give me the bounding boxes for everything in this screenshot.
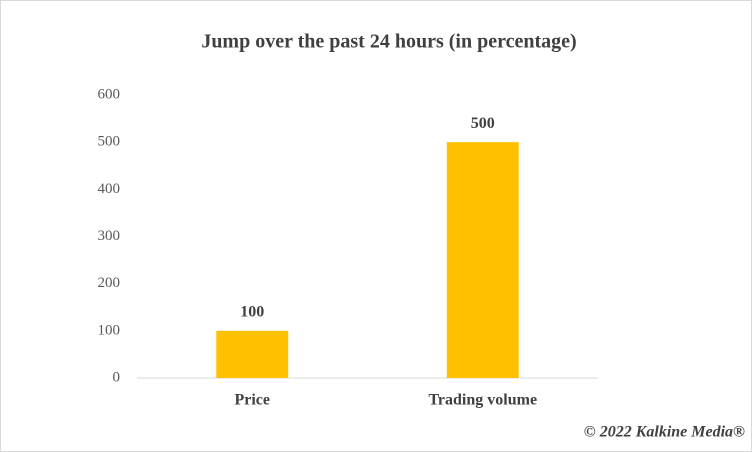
y-tick-label: 300	[98, 228, 121, 244]
chart-title: Jump over the past 24 hours (in percenta…	[201, 31, 576, 53]
y-tick-label: 200	[98, 275, 121, 291]
y-tick-label: 500	[98, 134, 121, 150]
y-tick-label: 400	[98, 181, 121, 197]
y-tick-label: 0	[113, 369, 121, 385]
data-label: 100	[240, 304, 264, 321]
x-tick-label: Trading volume	[428, 392, 537, 409]
y-tick-label: 600	[98, 86, 121, 102]
x-tick-label: Price	[234, 392, 270, 409]
y-tick-label: 100	[98, 322, 121, 338]
bar	[446, 142, 519, 378]
bar	[216, 330, 289, 378]
footer: © 2022 Kalkine Media®	[584, 424, 745, 441]
data-label: 500	[471, 115, 495, 132]
